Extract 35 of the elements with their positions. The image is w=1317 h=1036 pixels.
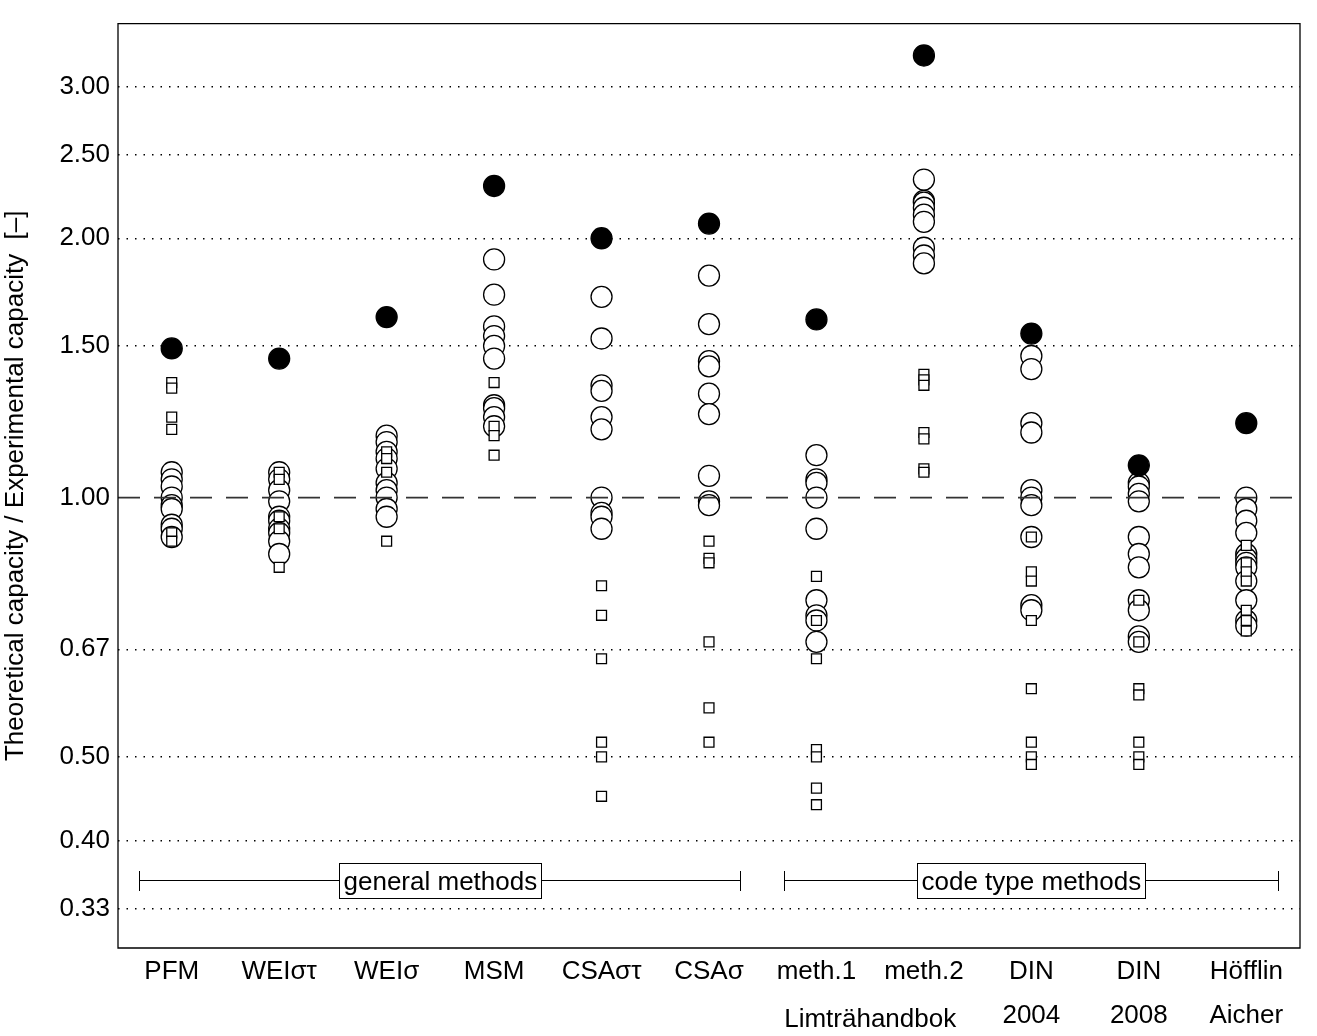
point [482, 174, 506, 198]
x-tick-label: meth.1 [776, 955, 857, 986]
x-tick-label: MSM [463, 955, 525, 986]
point [1235, 412, 1258, 435]
point [697, 212, 721, 235]
point [1127, 454, 1150, 477]
y-tick-label: 1.00 [59, 480, 110, 511]
x-tick-label: PFM [144, 955, 200, 986]
y-tick-label: 2.50 [59, 137, 110, 168]
point [375, 305, 398, 329]
x-tick-label: WEIσ [354, 955, 420, 986]
point [590, 227, 613, 250]
y-tick-label: 0.33 [59, 891, 110, 922]
y-tick-label: 3.00 [59, 69, 110, 100]
x-tick-label: CSAσ [674, 955, 744, 986]
x-tick-label: Höfflin Aicher [1209, 955, 1284, 1030]
y-tick-label: 0.40 [59, 823, 110, 854]
point [1020, 322, 1043, 345]
y-tick-label: 0.50 [59, 740, 110, 771]
y-axis-title: Theoretical capacity / Experimental capacity [–] [0, 210, 29, 762]
x-tick-label: DIN 2008 [1109, 955, 1168, 1030]
point [912, 44, 936, 67]
x-tick-label: WEIστ [241, 955, 318, 986]
point [160, 337, 183, 360]
label-box: code type methods [916, 863, 1147, 900]
y-tick-label: 2.00 [59, 221, 110, 252]
label-box: general methods [338, 863, 543, 900]
y-tick-label: 1.50 [59, 329, 110, 360]
x-tick-label: CSAστ [561, 955, 643, 986]
point [268, 347, 291, 370]
text: Limträhandbok [784, 1003, 958, 1034]
y-tick-label: 0.67 [59, 632, 110, 663]
x-tick-label: DIN 2004 [1002, 955, 1061, 1030]
point [805, 308, 828, 331]
x-tick-label: meth.2 [884, 955, 964, 986]
